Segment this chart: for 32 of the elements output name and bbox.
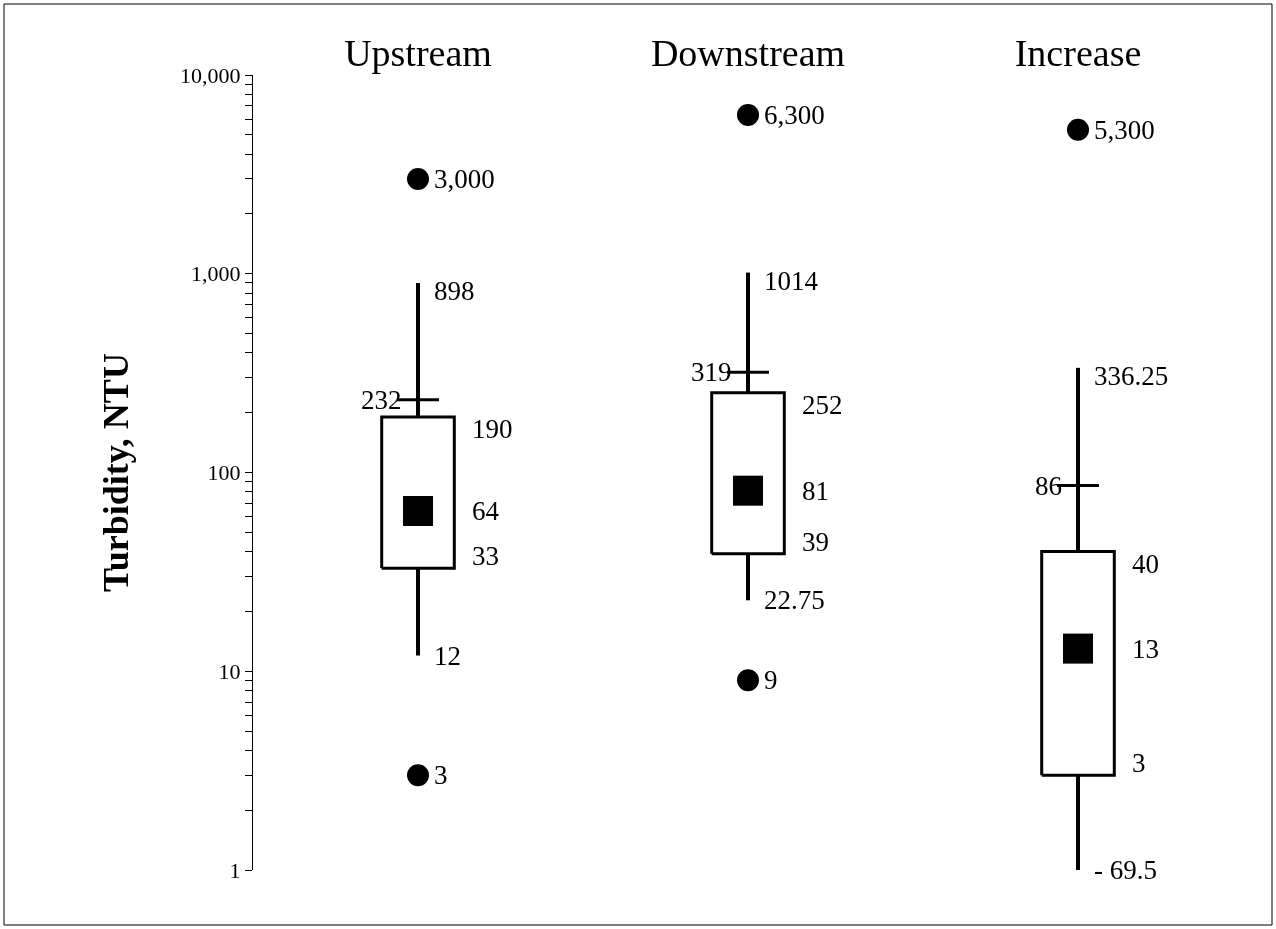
annotation: 1014 bbox=[764, 266, 819, 296]
y-tick-label: 10,000 bbox=[180, 62, 241, 88]
annotation: 33 bbox=[472, 541, 499, 571]
y-tick-label: 1,000 bbox=[191, 261, 241, 287]
y-tick-label: 10 bbox=[218, 658, 241, 684]
y-tick-label: 1 bbox=[229, 857, 241, 883]
annotation: 22.75 bbox=[764, 585, 825, 615]
annotation: 319 bbox=[691, 357, 732, 387]
annotation: 40 bbox=[1132, 549, 1159, 579]
annotation: 12 bbox=[434, 641, 461, 671]
annotation: 336.25 bbox=[1094, 361, 1169, 391]
annotation: 3 bbox=[1132, 748, 1146, 778]
annotation: 898 bbox=[434, 276, 475, 306]
x-tick-label: Upstream bbox=[344, 32, 492, 75]
x-tick-label: Increase bbox=[1014, 32, 1142, 75]
annotation: 64 bbox=[472, 496, 500, 526]
annotation: - 69.5 bbox=[1094, 855, 1157, 885]
annotation: 39 bbox=[802, 527, 829, 557]
annotation: 9 bbox=[764, 665, 778, 695]
annotation: 190 bbox=[472, 414, 513, 444]
x-tick-label: Downstream bbox=[650, 32, 846, 75]
annotation: 81 bbox=[802, 476, 829, 506]
annotation: 3,000 bbox=[434, 164, 495, 194]
annotation: 232 bbox=[361, 385, 402, 415]
annotation: 13 bbox=[1132, 634, 1159, 664]
annotation: 252 bbox=[802, 390, 843, 420]
y-axis-title: Turbidity, NTU bbox=[96, 353, 136, 592]
y-tick-label: 100 bbox=[207, 460, 241, 486]
annotation: 86 bbox=[1035, 471, 1062, 501]
annotation: 6,300 bbox=[764, 100, 825, 130]
annotation: 3 bbox=[434, 760, 448, 790]
annotation: 5,300 bbox=[1094, 115, 1155, 145]
